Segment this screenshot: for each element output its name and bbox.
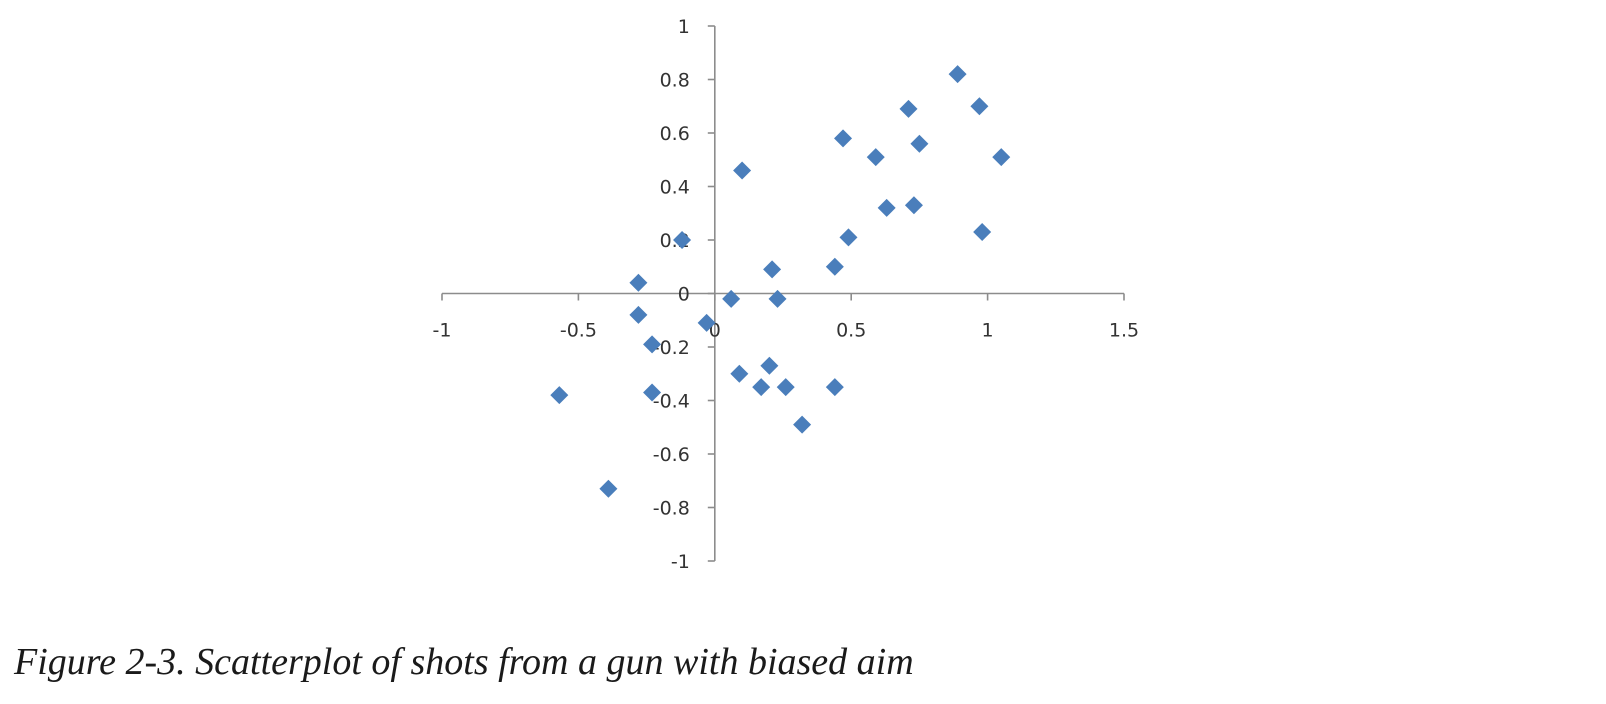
data-point-diamond [629,273,648,292]
data-point-diamond [866,148,885,167]
data-point-diamond [973,222,992,241]
x-tick-label: -1 [433,320,452,342]
y-tick-label: -0.8 [653,498,690,520]
data-point-diamond [768,289,787,308]
y-tick-label: -1 [671,551,690,573]
scatter-chart: -1-0.500.511.5-1-0.8-0.6-0.4-0.200.20.40… [433,16,1140,573]
x-tick-label: 1.5 [1109,320,1139,342]
chart-axes [441,25,1125,562]
y-tick-label: -0.2 [653,337,690,359]
data-point-diamond [763,260,782,279]
data-point-diamond [970,97,989,116]
data-point-diamond [910,134,929,153]
data-point-diamond [877,198,896,217]
y-tick-label: -0.6 [653,444,690,466]
data-point-diamond [825,378,844,397]
data-point-diamond [776,378,795,397]
data-point-diamond [899,99,918,118]
chart-tick-labels: -1-0.500.511.5-1-0.8-0.6-0.4-0.200.20.40… [433,16,1140,573]
y-tick-label: 0.8 [660,70,690,92]
data-point-diamond [673,231,692,249]
data-point-diamond [733,161,752,180]
data-point-diamond [643,383,662,402]
data-point-diamond [992,148,1011,167]
data-point-diamond [550,386,569,405]
data-point-diamond [904,196,923,215]
y-tick-label: 0.6 [660,123,690,145]
figure-caption: Figure 2-3. Scatterplot of shots from a … [14,641,914,683]
data-point-diamond [834,129,853,148]
data-point-diamond [752,378,771,397]
y-tick-label: 0 [678,284,690,306]
y-tick-label: 0.4 [660,177,690,199]
x-tick-label: -0.5 [560,320,597,342]
chart-points [550,65,1011,498]
data-point-diamond [722,289,741,308]
x-tick-label: 1 [982,320,994,342]
data-point-diamond [629,305,648,324]
y-tick-label: -0.4 [653,391,690,413]
y-tick-label: 1 [678,16,690,38]
data-point-diamond [793,415,812,434]
data-point-diamond [599,479,618,498]
data-point-diamond [730,364,749,383]
data-point-diamond [839,228,858,247]
data-point-diamond [697,313,716,332]
data-point-diamond [643,335,662,354]
x-tick-label: 0.5 [836,320,866,342]
data-point-diamond [760,356,779,375]
data-point-diamond [825,257,844,276]
data-point-diamond [948,65,967,84]
